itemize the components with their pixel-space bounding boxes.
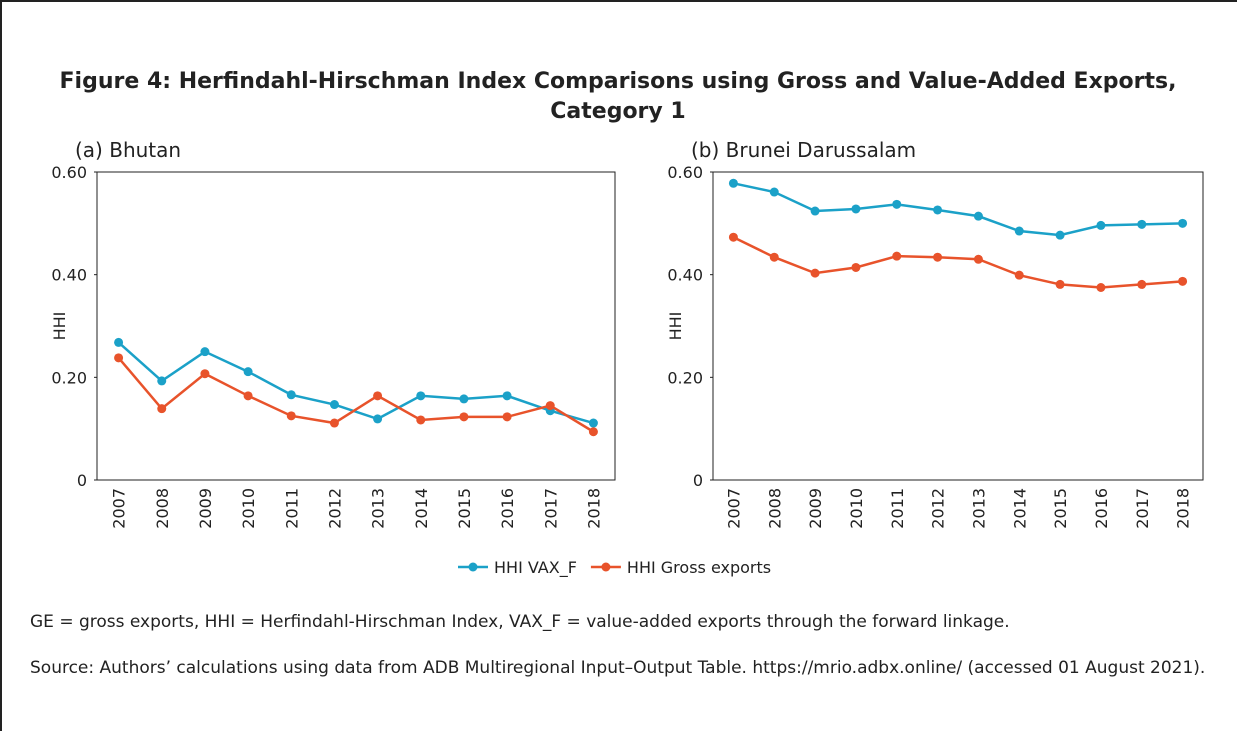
data-point (1096, 220, 1106, 230)
data-point (769, 187, 779, 197)
data-point (243, 391, 253, 401)
note: GE = gross exports, HHI = Herfindahl-Hir… (30, 612, 1010, 632)
y-axis-label: HHI (50, 312, 69, 341)
y-tick-label: 0.40 (51, 266, 87, 285)
data-point (114, 337, 124, 347)
data-point (810, 206, 820, 216)
data-point (200, 347, 210, 357)
subplot-title: (b) Brunei Darussalam (691, 138, 916, 162)
x-tick-label: 2016 (498, 488, 517, 529)
note: Source: Authors’ calculations using data… (30, 658, 1206, 678)
legend-swatch (601, 562, 611, 572)
data-point (1137, 219, 1147, 229)
y-tick-label: 0.20 (51, 368, 87, 387)
data-point (502, 412, 512, 422)
x-tick-label: 2011 (888, 488, 907, 529)
data-point (329, 400, 339, 410)
series-line (732, 236, 1183, 289)
data-point (728, 178, 738, 188)
data-point (892, 199, 902, 209)
y-tick-label: 0.20 (667, 368, 703, 387)
x-tick-label: 2014 (1010, 488, 1029, 529)
data-point (416, 415, 426, 425)
x-tick-label: 2007 (110, 488, 129, 529)
data-point (769, 252, 779, 262)
figure-title: Category 1 (550, 99, 685, 124)
x-tick-label: 2011 (282, 488, 301, 529)
y-axis-label: HHI (666, 312, 685, 341)
legend-label: HHI Gross exports (627, 558, 771, 577)
data-point (588, 427, 598, 437)
data-point (933, 205, 943, 215)
x-tick-label: 2015 (455, 488, 474, 529)
x-tick-label: 2009 (806, 488, 825, 529)
data-point (286, 390, 296, 400)
data-point (1014, 226, 1024, 236)
data-point (1096, 283, 1106, 292)
data-point (459, 394, 469, 404)
x-tick-label: 2010 (239, 488, 258, 529)
x-tick-label: 2008 (153, 488, 172, 529)
series-line (733, 182, 1183, 237)
x-tick-label: 2012 (325, 488, 344, 529)
x-tick-label: 2008 (765, 488, 784, 529)
data-point (416, 391, 426, 401)
plot-frame (712, 171, 1204, 481)
data-point (728, 232, 738, 242)
data-point (1178, 276, 1188, 286)
legend-label: HHI VAX_F (494, 558, 577, 578)
data-point (851, 204, 861, 214)
data-point (157, 404, 167, 414)
x-tick-label: 2015 (1051, 488, 1070, 529)
data-point (459, 412, 469, 422)
y-tick-label: 0 (693, 471, 703, 490)
x-tick-label: 2012 (929, 488, 948, 529)
x-tick-label: 2009 (196, 488, 215, 529)
data-point (243, 367, 253, 377)
plot-frame (96, 171, 616, 481)
x-tick-label: 2016 (1092, 488, 1111, 529)
x-tick-label: 2014 (412, 488, 431, 529)
x-tick-label: 2018 (1174, 488, 1193, 529)
data-point (1055, 230, 1065, 240)
data-point (157, 376, 167, 386)
data-point (545, 401, 555, 411)
data-point (373, 391, 383, 401)
x-tick-label: 2018 (584, 488, 603, 529)
y-tick-label: 0 (77, 471, 87, 490)
x-tick-label: 2007 (724, 488, 743, 529)
data-point (329, 418, 339, 428)
data-point (200, 369, 210, 379)
data-point (892, 251, 902, 261)
x-tick-label: 2013 (369, 488, 388, 529)
data-point (1178, 218, 1188, 228)
data-point (373, 414, 383, 424)
data-point (286, 411, 296, 421)
series-line (117, 341, 594, 425)
data-point (973, 211, 983, 221)
data-point (1137, 279, 1147, 289)
x-tick-label: 2013 (969, 488, 988, 529)
y-tick-label: 0.60 (667, 163, 703, 182)
data-point (973, 254, 983, 264)
data-point (1014, 270, 1024, 280)
legend-swatch (468, 562, 478, 572)
y-tick-label: 0.40 (667, 266, 703, 285)
data-point (588, 418, 598, 428)
data-point (933, 252, 943, 262)
subplot-title: (a) Bhutan (75, 138, 181, 162)
series-line (117, 357, 595, 433)
data-point (851, 262, 861, 272)
x-tick-label: 2017 (1133, 488, 1152, 529)
x-tick-label: 2010 (847, 488, 866, 529)
figure-title: Figure 4: Herfindahl-Hirschman Index Com… (60, 69, 1177, 94)
x-tick-label: 2017 (541, 488, 560, 529)
data-point (502, 391, 512, 401)
y-tick-label: 0.60 (51, 163, 87, 182)
data-point (1055, 279, 1065, 289)
data-point (810, 268, 820, 278)
data-point (114, 353, 124, 363)
